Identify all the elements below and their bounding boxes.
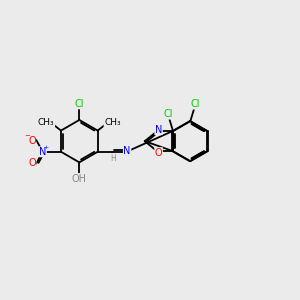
Text: Cl: Cl xyxy=(191,99,200,109)
Text: N: N xyxy=(155,125,162,135)
Text: O: O xyxy=(155,148,162,158)
Text: CH₃: CH₃ xyxy=(104,118,121,127)
Text: +: + xyxy=(43,145,49,150)
Text: CH₃: CH₃ xyxy=(38,118,55,127)
Text: N: N xyxy=(124,146,131,156)
Text: O: O xyxy=(28,158,36,168)
Text: −: − xyxy=(24,134,30,140)
Text: H: H xyxy=(111,154,116,163)
Text: N: N xyxy=(39,147,46,157)
Text: Cl: Cl xyxy=(75,99,84,109)
Text: OH: OH xyxy=(72,174,87,184)
Text: O: O xyxy=(28,136,36,146)
Text: Cl: Cl xyxy=(164,109,173,119)
